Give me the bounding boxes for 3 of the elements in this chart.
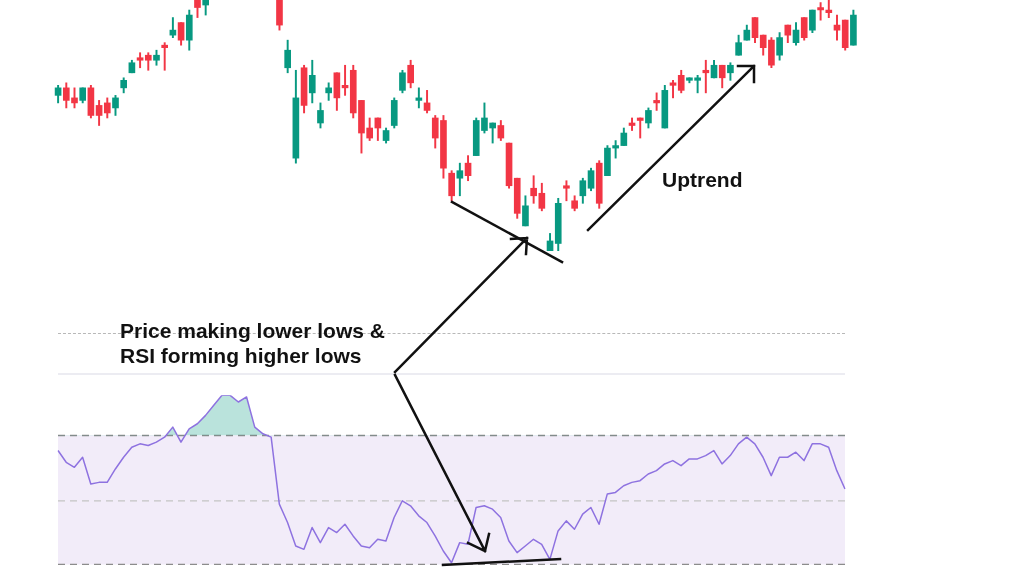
text: Price making lower lows & RSI forming higher lows	[120, 318, 386, 368]
candlestick	[563, 180, 570, 202]
annotation: Uptrend	[662, 167, 744, 192]
